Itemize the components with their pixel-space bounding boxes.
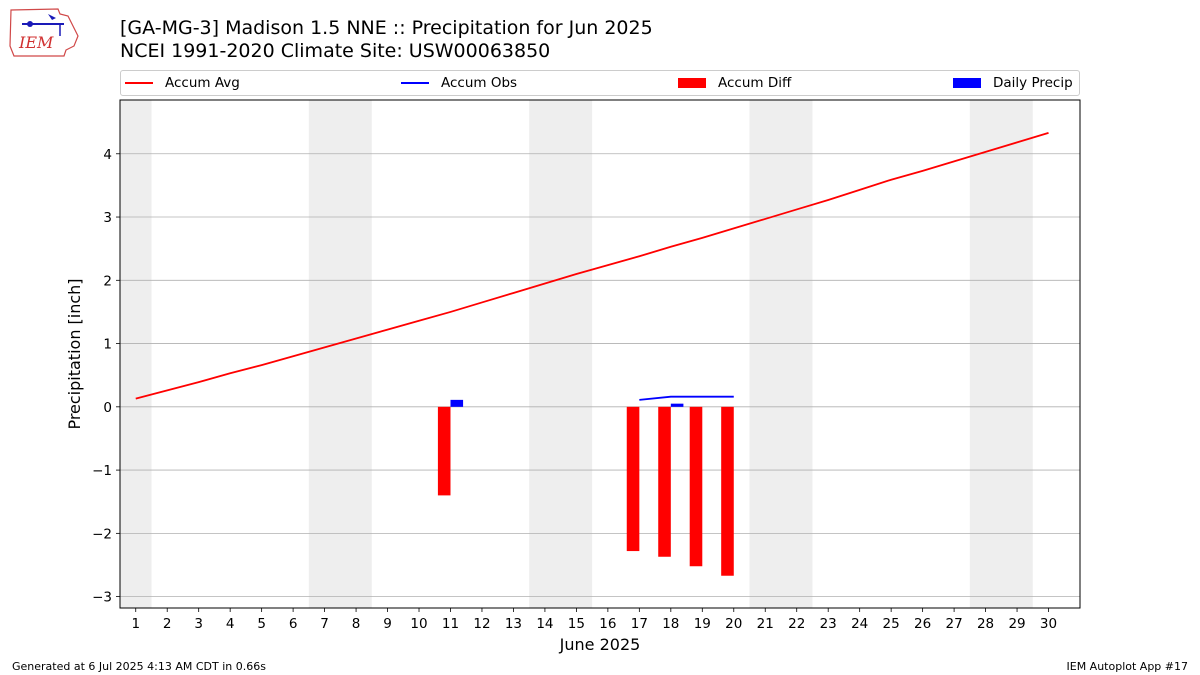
y-tick-label: −1: [92, 463, 112, 479]
x-tick-label: 11: [442, 616, 459, 632]
y-tick-label: 1: [103, 337, 112, 353]
chart-title: [GA-MG-3] Madison 1.5 NNE :: Precipitati…: [120, 17, 653, 39]
legend-label-accum-obs: Accum Obs: [441, 75, 518, 91]
legend-item-accum-obs: Accum Obs: [401, 74, 517, 92]
logo-text: IEM: [18, 33, 54, 52]
x-tick-label: 29: [1008, 616, 1025, 632]
x-tick-label: 27: [946, 616, 963, 632]
chart-subtitle: NCEI 1991-2020 Climate Site: USW00063850: [120, 40, 551, 62]
x-tick-label: 2: [163, 616, 172, 632]
footer-app: IEM Autoplot App #17: [1066, 660, 1189, 673]
x-tick-label: 30: [1040, 616, 1057, 632]
legend-swatch-accum-avg: [125, 82, 153, 84]
x-tick-label: 1: [131, 616, 140, 632]
daily-precip-bar: [450, 399, 464, 407]
x-tick-label: 9: [383, 616, 392, 632]
footer-generated: Generated at 6 Jul 2025 4:13 AM CDT in 0…: [12, 660, 266, 673]
weekend-shade-3: [749, 100, 813, 608]
legend-swatch-daily-precip: [953, 78, 981, 88]
x-tick-label: 26: [914, 616, 931, 632]
legend-label-accum-avg: Accum Avg: [165, 75, 240, 91]
x-tick-label: 18: [662, 616, 679, 632]
legend-item-accum-avg: Accum Avg: [125, 74, 240, 92]
legend-swatch-accum-obs: [401, 82, 429, 84]
accum-diff-bar: [658, 406, 671, 557]
x-tick-label: 21: [757, 616, 774, 632]
x-axis-label: June 2025: [559, 635, 641, 654]
legend-swatch-accum-diff: [678, 78, 706, 88]
x-tick-label: 24: [851, 616, 868, 632]
x-tick-label: 16: [599, 616, 616, 632]
daily-precip-bar: [670, 403, 684, 407]
accum-diff-bar: [689, 406, 703, 567]
legend-label-accum-diff: Accum Diff: [718, 75, 792, 91]
x-tick-label: 13: [505, 616, 522, 632]
weekend-shade-0: [120, 100, 152, 608]
y-tick-label: 0: [103, 400, 112, 416]
legend-label-daily-precip: Daily Precip: [993, 75, 1073, 91]
accum-diff-bar: [721, 406, 734, 576]
y-tick-label: −2: [92, 526, 112, 542]
x-tick-label: 19: [694, 616, 711, 632]
x-tick-label: 5: [257, 616, 266, 632]
x-tick-label: 23: [820, 616, 837, 632]
y-tick-label: −3: [92, 590, 112, 606]
y-tick-label: 2: [103, 273, 112, 289]
accum-obs-line: [639, 395, 734, 401]
x-tick-label: 3: [194, 616, 203, 632]
x-tick-label: 25: [883, 616, 900, 632]
x-tick-label: 10: [410, 616, 427, 632]
x-tick-label: 8: [352, 616, 361, 632]
y-tick-label: 4: [103, 147, 112, 163]
x-tick-label: 7: [320, 616, 329, 632]
x-tick-label: 17: [631, 616, 648, 632]
legend-item-daily-precip: Daily Precip: [953, 74, 1073, 92]
x-tick-label: 28: [977, 616, 994, 632]
y-tick-label: 3: [103, 210, 112, 226]
weekend-shade-1: [308, 100, 372, 608]
x-tick-label: 6: [289, 616, 298, 632]
x-tick-label: 20: [725, 616, 742, 632]
weekend-shade-2: [529, 100, 593, 608]
plot-frame: [119, 99, 1081, 609]
x-tick-label: 15: [568, 616, 585, 632]
accum-avg-line: [135, 132, 1049, 400]
weekend-shade-4: [969, 100, 1033, 608]
x-tick-label: 14: [536, 616, 553, 632]
iem-logo: IEM: [8, 6, 80, 58]
y-axis-label: Precipitation [inch]: [65, 278, 84, 429]
legend-item-accum-diff: Accum Diff: [678, 74, 791, 92]
accum-diff-bar: [626, 406, 640, 552]
x-tick-label: 12: [473, 616, 490, 632]
x-tick-label: 22: [788, 616, 805, 632]
accum-diff-bar: [437, 406, 451, 496]
x-tick-label: 4: [226, 616, 235, 632]
chart-legend: Accum Avg Accum Obs Accum Diff Daily Pre…: [120, 70, 1080, 96]
